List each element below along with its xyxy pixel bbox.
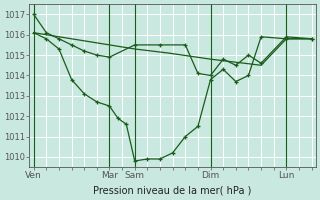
X-axis label: Pression niveau de la mer( hPa ): Pression niveau de la mer( hPa ) xyxy=(93,186,252,196)
